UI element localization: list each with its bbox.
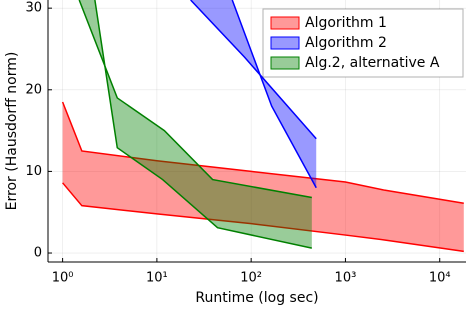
y-tick-label: 10 xyxy=(25,164,42,179)
y-tick-label: 20 xyxy=(25,82,42,97)
legend-box xyxy=(262,8,464,78)
band-fill xyxy=(79,0,312,249)
band-lower-line xyxy=(231,0,317,189)
y-tick-label: 30 xyxy=(25,1,42,16)
legend-label: Alg.2, alternative A xyxy=(305,55,440,71)
x-tick-label: 10⁴ xyxy=(429,271,451,286)
plot-area xyxy=(61,0,464,253)
legend-label: Algorithm 2 xyxy=(305,35,387,51)
x-tick-label: 10³ xyxy=(335,271,357,286)
band-lower-line xyxy=(94,0,312,249)
y-axis-label: Error (Hausdorff norm) xyxy=(4,52,20,211)
x-tick-label: 10² xyxy=(240,271,262,286)
legend-swatch xyxy=(270,36,300,50)
legend-label: Algorithm 1 xyxy=(305,15,387,31)
legend: Algorithm 1 Algorithm 2 Alg.2, alternative… xyxy=(262,8,464,78)
legend-swatch xyxy=(270,16,300,30)
x-axis-label: Runtime (log sec) xyxy=(195,290,318,306)
band-upper-line xyxy=(61,101,464,204)
band-lower-line xyxy=(62,182,464,253)
x-tick-label: 10⁰ xyxy=(52,271,74,286)
x-tick-label: 10¹ xyxy=(146,271,168,286)
legend-swatch xyxy=(270,56,300,70)
y-tick-label: 0 xyxy=(34,246,42,261)
band-upper-line xyxy=(190,0,317,140)
